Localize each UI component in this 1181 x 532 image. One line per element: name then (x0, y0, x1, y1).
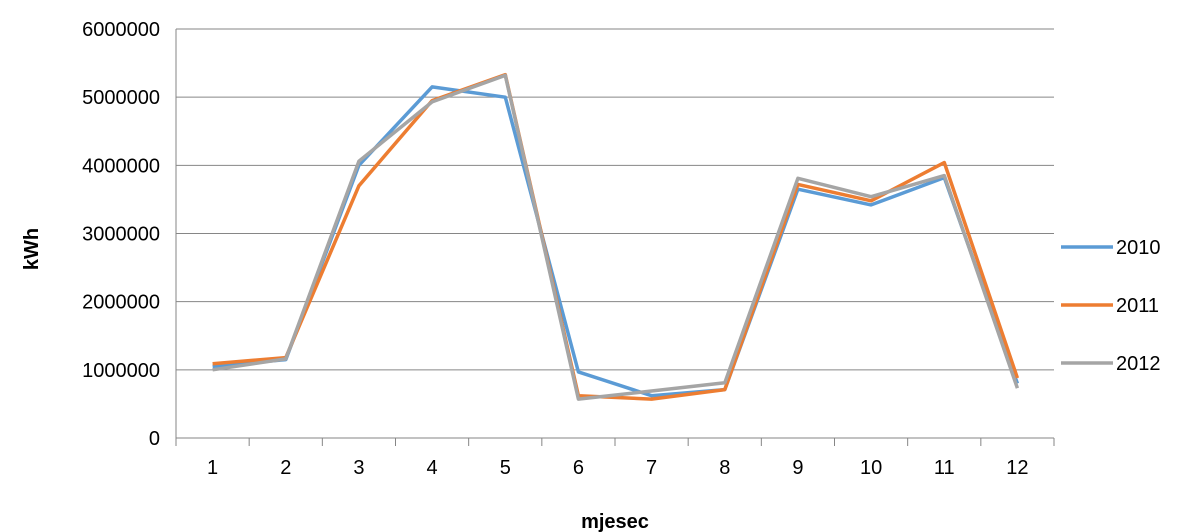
x-tick-label: 6 (573, 457, 584, 479)
x-tick-label: 12 (1006, 457, 1028, 479)
y-tick-label: 1000000 (82, 360, 160, 382)
legend-label-2012: 2012 (1116, 353, 1161, 375)
x-tick-label: 1 (207, 457, 218, 479)
x-tick-label: 7 (646, 457, 657, 479)
x-tick-label: 2 (280, 457, 291, 479)
series-line-2010 (212, 85, 1020, 398)
gridlines (176, 28, 1054, 371)
legend-label-2011: 2011 (1116, 295, 1159, 317)
series-line-2012 (212, 73, 1020, 401)
y-tick-label: 2000000 (82, 292, 160, 314)
y-axis-title: kWh (21, 228, 43, 270)
x-axis-title: mjesec (581, 511, 649, 532)
legend-label-2010: 2010 (1116, 237, 1161, 259)
y-axis-tick-labels: 0 1000000 2000000 3000000 4000000 5000000 6000… (82, 19, 160, 450)
series-lines (212, 72, 1020, 401)
x-axis-tick-labels: 1 2 3 4 5 6 7 8 9 10 11 12 (207, 457, 1029, 479)
y-tick-label: 4000000 (82, 155, 160, 177)
y-tick-label: 3000000 (82, 224, 160, 246)
y-tick-label: 0 (149, 428, 160, 450)
axes (175, 29, 1055, 446)
x-tick-label: 3 (353, 457, 364, 479)
x-tick-label: 4 (427, 457, 438, 479)
x-tick-label: 5 (500, 457, 511, 479)
y-tick-label: 6000000 (82, 19, 160, 41)
x-tick-label: 10 (860, 457, 882, 479)
legend: 2010 2011 2012 (1061, 237, 1161, 375)
x-tick-label: 8 (719, 457, 730, 479)
y-tick-label: 5000000 (82, 87, 160, 109)
x-tick-label: 11 (934, 457, 955, 479)
x-tick-label: 9 (792, 457, 803, 479)
